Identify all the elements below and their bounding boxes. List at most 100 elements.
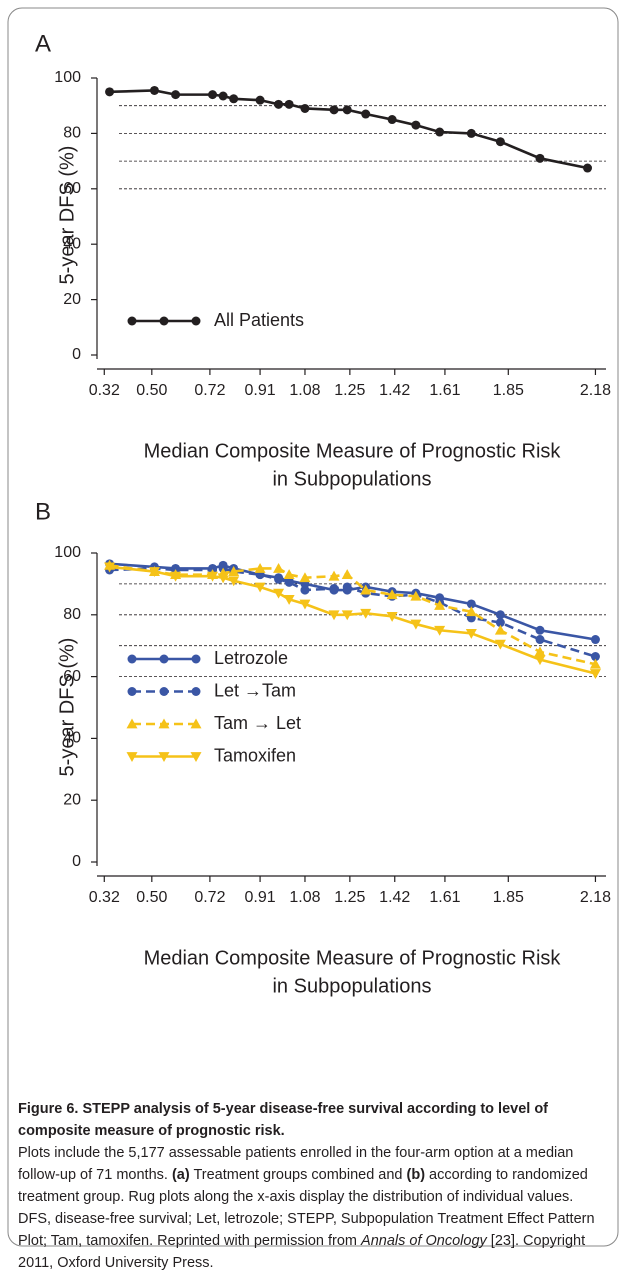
marker bbox=[360, 584, 372, 595]
y-axis-label: 5-year DFS (%) bbox=[56, 146, 78, 285]
panel-label: B bbox=[35, 498, 51, 525]
marker bbox=[434, 625, 446, 636]
legend-marker bbox=[159, 316, 169, 326]
x-tick-label: 1.42 bbox=[379, 382, 410, 399]
marker bbox=[274, 99, 284, 109]
marker bbox=[105, 87, 115, 97]
y-tick-label: 100 bbox=[54, 544, 81, 561]
marker bbox=[284, 577, 294, 587]
y-tick-label: 20 bbox=[63, 791, 81, 808]
legend-label: Letrozole bbox=[214, 648, 288, 668]
marker bbox=[255, 95, 265, 105]
marker bbox=[341, 569, 353, 580]
marker bbox=[360, 608, 372, 619]
y-tick-label: 20 bbox=[63, 291, 81, 308]
marker bbox=[254, 582, 266, 593]
legend-label: Tam → Let bbox=[214, 713, 301, 733]
caption-title: Figure 6. STEPP analysis of 5-year disea… bbox=[18, 1101, 549, 1139]
marker bbox=[299, 572, 311, 583]
legend-marker bbox=[191, 654, 201, 664]
marker bbox=[273, 562, 285, 573]
marker bbox=[273, 588, 285, 599]
legend-marker bbox=[191, 687, 201, 696]
marker bbox=[411, 120, 421, 130]
x-tick-label: 2.18 bbox=[580, 382, 611, 399]
x-tick-label: 0.50 bbox=[136, 382, 167, 399]
marker bbox=[328, 570, 340, 581]
legend-label: Tamoxifen bbox=[214, 745, 296, 765]
marker bbox=[494, 624, 506, 635]
figure-frame bbox=[7, 7, 619, 1247]
marker bbox=[534, 655, 546, 666]
caption-text: according to randomized treatment group.… bbox=[18, 1167, 595, 1249]
marker bbox=[148, 567, 160, 578]
caption: Figure 6. STEPP analysis of 5-year disea… bbox=[18, 1098, 610, 1274]
marker bbox=[274, 574, 284, 584]
x-tick-label: 1.61 bbox=[429, 889, 460, 906]
x-tick-label: 1.42 bbox=[379, 889, 410, 906]
marker bbox=[387, 115, 397, 125]
x-tick-label: 1.25 bbox=[334, 382, 365, 399]
marker bbox=[495, 137, 505, 147]
marker bbox=[228, 576, 240, 587]
x-tick-label: 0.32 bbox=[89, 382, 120, 399]
marker bbox=[410, 619, 422, 630]
marker bbox=[535, 153, 545, 163]
marker bbox=[149, 85, 159, 95]
marker bbox=[254, 562, 266, 573]
x-tick-label: 0.32 bbox=[89, 889, 120, 906]
marker bbox=[386, 589, 398, 600]
x-axis-label: in Subpopulations bbox=[272, 975, 431, 997]
marker bbox=[342, 582, 352, 592]
y-tick-label: 60 bbox=[63, 668, 81, 685]
x-tick-label: 2.18 bbox=[580, 889, 611, 906]
series-line bbox=[109, 89, 588, 170]
legend-marker bbox=[190, 718, 202, 729]
marker bbox=[590, 635, 600, 645]
legend-marker bbox=[127, 654, 137, 664]
legend-marker bbox=[127, 316, 137, 326]
marker bbox=[170, 571, 182, 582]
marker bbox=[589, 669, 601, 680]
marker bbox=[217, 573, 229, 584]
marker bbox=[535, 635, 545, 645]
marker bbox=[229, 94, 239, 104]
y-axis-label: 5-year DFS (%) bbox=[56, 638, 78, 777]
marker bbox=[218, 91, 228, 101]
marker bbox=[495, 610, 505, 620]
series-line bbox=[109, 567, 596, 658]
marker bbox=[534, 646, 546, 657]
marker bbox=[300, 585, 310, 595]
marker bbox=[583, 163, 593, 173]
legend-marker bbox=[158, 718, 170, 729]
y-tick-label: 40 bbox=[63, 235, 81, 252]
marker bbox=[342, 105, 352, 115]
marker bbox=[590, 652, 600, 662]
y-tick-label: 60 bbox=[63, 180, 81, 197]
x-tick-label: 1.08 bbox=[289, 382, 320, 399]
y-tick-label: 0 bbox=[72, 346, 81, 363]
legend-label: Let →Tam bbox=[214, 680, 296, 700]
x-tick-label: 0.91 bbox=[245, 889, 276, 906]
caption-text: (b) bbox=[406, 1167, 426, 1183]
marker bbox=[207, 571, 219, 582]
caption-text: Treatment groups combined and bbox=[189, 1167, 407, 1183]
marker bbox=[329, 105, 339, 115]
legend-marker bbox=[158, 752, 170, 762]
x-tick-label: 0.91 bbox=[245, 382, 276, 399]
marker bbox=[341, 610, 353, 621]
marker bbox=[208, 90, 218, 100]
marker bbox=[300, 103, 310, 113]
x-axis-label: Median Composite Measure of Prognostic R… bbox=[144, 947, 562, 969]
marker bbox=[299, 599, 311, 610]
marker bbox=[535, 625, 545, 635]
caption-text: Annals of Oncology bbox=[361, 1233, 487, 1249]
legend-marker bbox=[190, 752, 202, 762]
caption-text: (a) bbox=[171, 1167, 190, 1183]
y-tick-label: 0 bbox=[72, 853, 81, 870]
marker bbox=[494, 639, 506, 650]
marker bbox=[410, 590, 422, 601]
marker bbox=[466, 128, 476, 138]
